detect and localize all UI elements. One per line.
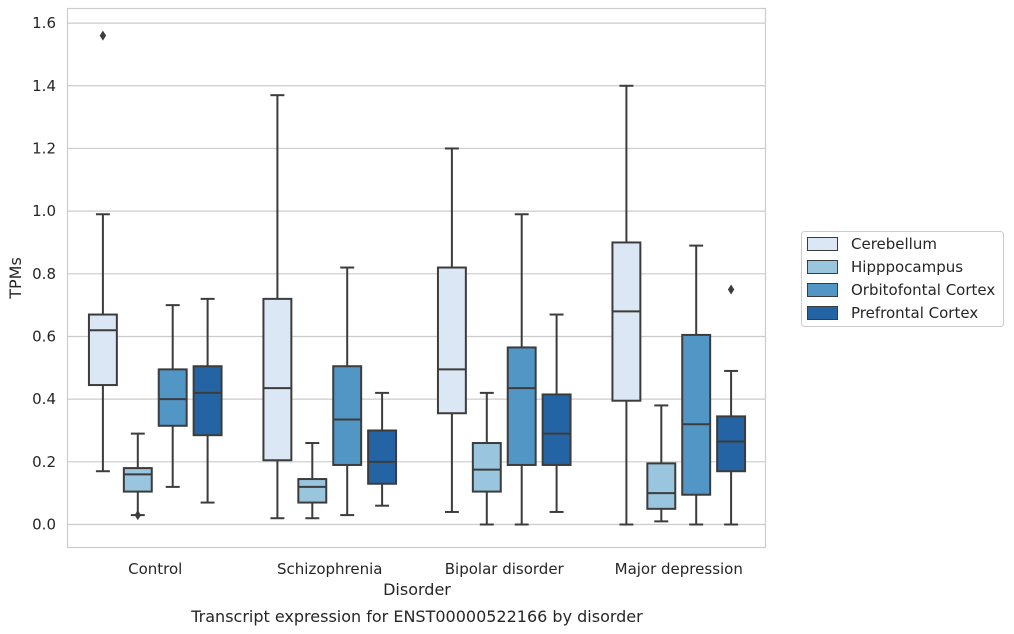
iqr-box	[681, 333, 712, 496]
y-tick-label: 0.4	[32, 390, 56, 408]
box-bipolar-disorder-prefrontal-cortex	[541, 313, 572, 513]
box-major-depression-prefrontal-cortex	[716, 284, 747, 526]
legend-swatch	[807, 306, 838, 320]
legend-label: Orbitofontal Cortex	[851, 281, 995, 299]
legend-frame	[801, 231, 1004, 327]
iqr-box	[157, 368, 188, 427]
box-control-cerebellum	[87, 30, 118, 473]
x-tick-label: Major depression	[615, 560, 743, 578]
box-control-prefrontal-cortex	[192, 297, 223, 504]
legend-swatch	[807, 283, 838, 297]
y-tick-label: 0.2	[32, 453, 56, 471]
legend-entry: Prefrontal Cortex	[807, 304, 978, 322]
chart-caption: Transcript expression for ENST0000052216…	[190, 607, 643, 626]
box-control-orbitofontal-cortex	[157, 304, 188, 488]
y-tick-label: 1.4	[32, 77, 56, 95]
legend: Cerebellum Hipppocampus Orbitofontal Corte…	[801, 231, 1004, 327]
iqr-box	[192, 365, 223, 437]
box-bipolar-disorder-cerebellum	[436, 147, 467, 513]
y-tick-label: 1.0	[32, 202, 56, 220]
iqr-box	[541, 393, 572, 466]
y-tick-label: 0.6	[32, 327, 56, 345]
x-tick-label: Schizophrenia	[277, 560, 382, 578]
y-tick-label: 1.2	[32, 139, 56, 157]
iqr-box	[611, 241, 642, 402]
iqr-box	[262, 297, 293, 462]
y-axis-ticks: 0.0 0.2 0.4 0.6 0.8 1.0 1.2 1.4 1.6	[32, 14, 56, 533]
box-major-depression-orbitofontal-cortex	[681, 244, 712, 526]
legend-swatch	[807, 237, 838, 251]
plot-area-frame	[66, 7, 767, 549]
box-schizophrenia-prefrontal-cortex	[367, 391, 398, 507]
iqr-box	[646, 462, 677, 510]
legend-label: Hipppocampus	[851, 258, 963, 276]
box-major-depression-hipppocampus	[646, 404, 677, 523]
box-schizophrenia-cerebellum	[262, 94, 293, 520]
legend-entry: Orbitofontal Cortex	[807, 281, 995, 299]
iqr-box	[122, 467, 153, 493]
iqr-box	[367, 429, 398, 485]
iqr-box	[716, 415, 747, 473]
box-series	[87, 30, 747, 526]
box-major-depression-cerebellum	[611, 84, 642, 526]
y-tick-label: 0.0	[32, 515, 56, 533]
legend-entry: Cerebellum	[807, 235, 937, 253]
x-axis-title: Disorder	[383, 580, 451, 599]
legend-label: Prefrontal Cortex	[851, 304, 978, 322]
iqr-box	[297, 478, 328, 504]
legend-entry: Hipppocampus	[807, 258, 963, 276]
y-axis-title: TPMs	[6, 257, 25, 300]
iqr-box	[471, 442, 502, 493]
box-schizophrenia-orbitofontal-cortex	[332, 266, 363, 517]
legend-label: Cerebellum	[851, 235, 937, 253]
iqr-box	[87, 313, 118, 387]
outlier-point	[727, 284, 735, 295]
x-axis-ticks: Control Schizophrenia Bipolar disorder Majo…	[128, 560, 743, 578]
box-control-hipppocampus	[122, 432, 153, 521]
outlier-point	[99, 30, 107, 41]
y-tick-label: 0.8	[32, 265, 56, 283]
x-tick-label: Bipolar disorder	[445, 560, 565, 578]
outlier-point	[134, 510, 141, 521]
iqr-box	[506, 346, 537, 466]
iqr-box	[332, 365, 363, 466]
legend-swatch	[807, 260, 838, 274]
x-tick-label: Control	[128, 560, 182, 578]
box-bipolar-disorder-orbitofontal-cortex	[506, 213, 537, 526]
box-bipolar-disorder-hipppocampus	[471, 391, 502, 526]
box-schizophrenia-hipppocampus	[297, 442, 328, 520]
iqr-box	[436, 266, 467, 415]
y-tick-label: 1.6	[32, 14, 56, 32]
